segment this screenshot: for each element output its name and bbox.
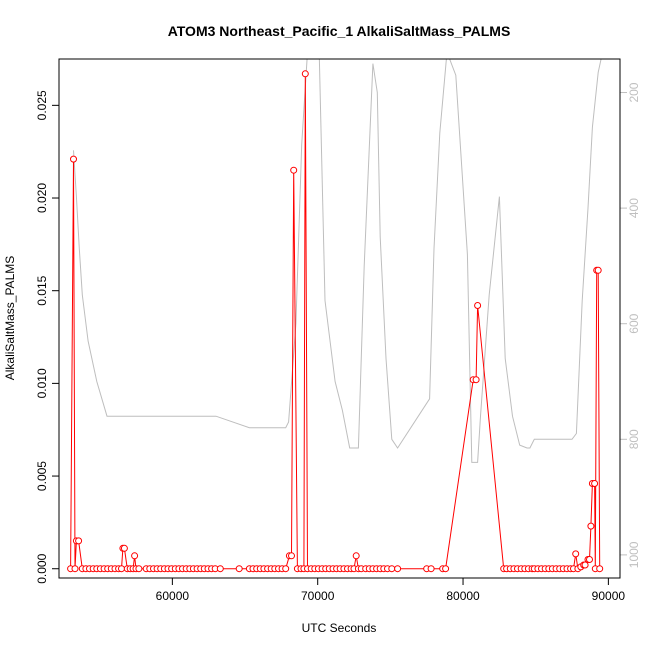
x-tick-label: 90000 [592,589,626,603]
x-tick-label: 80000 [446,589,480,603]
series-line [70,73,601,570]
data-point [572,550,580,558]
data-point [120,544,128,552]
x-axis-label: UTC Seconds [302,621,377,635]
data-point [474,302,482,309]
y2-tick-label: 200 [627,82,641,102]
x-tick-label: 70000 [301,589,335,603]
data-point [71,565,79,573]
plot-frame [58,58,621,579]
data-point [235,565,243,573]
secondary-series-line [73,59,602,463]
data-point [118,565,125,573]
data-point [216,565,224,573]
data-point [282,565,290,573]
x-tick-label: 60000 [156,589,190,603]
data-point [586,556,593,563]
data-point [288,552,295,560]
y-tick-label: 0.010 [35,368,49,398]
y-tick-label: 0.025 [35,90,49,120]
data-point [290,166,298,174]
y-axis: 0.000 0.005 0.010 0.015 0.020 0.025 [35,90,59,584]
y-tick-label: 0.020 [35,183,49,213]
x-axis: 60000 70000 80000 90000 [156,578,626,603]
data-point [442,565,450,573]
data-point [594,266,602,274]
data-point [596,565,604,573]
y-tick-label: 0.000 [35,553,49,583]
y2-tick-label: 1000 [627,541,641,568]
y-tick-label: 0.005 [35,461,49,491]
data-point [472,376,480,384]
data-point [427,565,435,573]
primary-series [67,70,604,573]
data-point [394,565,402,573]
data-point [587,522,595,530]
y2-tick-label: 800 [627,429,641,449]
secondary-series [73,59,602,463]
data-point [135,565,143,573]
data-point [591,480,599,487]
y2-tick-label: 600 [627,313,641,333]
y-tick-label: 0.015 [35,275,49,305]
y2-axis: 200 400 600 800 1000 [620,82,641,568]
data-point [75,537,83,545]
data-point [301,70,309,78]
data-point [352,552,360,560]
chart-title: ATOM3 Northeast_Pacific_1 AlkaliSaltMass… [168,23,511,39]
data-point [131,552,139,560]
data-point [70,155,77,163]
y2-tick-label: 400 [627,198,641,218]
data-point [388,565,396,573]
data-point [581,561,589,569]
y-axis-label: AlkaliSaltMass_PALMS [3,256,17,381]
